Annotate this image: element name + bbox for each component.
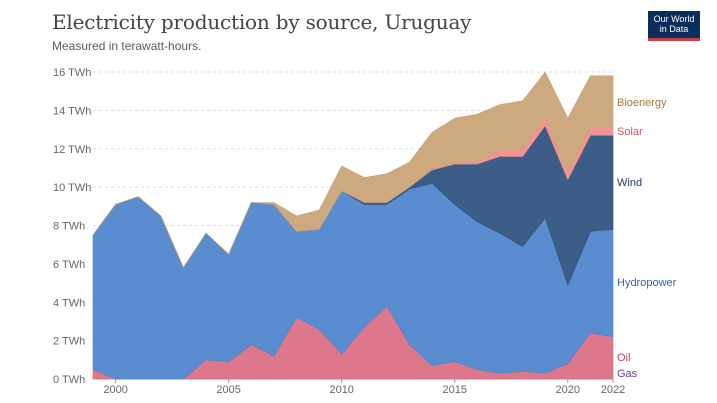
y-tick-label: 6 TWh: [53, 259, 85, 271]
logo-line1: Our World: [653, 14, 695, 24]
x-tick-label: 2005: [216, 384, 240, 396]
y-tick-labels: 0 TWh 2 TWh 4 TWh 6 TWh 8 TWh 10 TWh 12 TWh 14 …: [53, 67, 91, 386]
y-tick-label: 8 TWh: [53, 221, 85, 233]
legend: Gas Oil Hydropower Wind Solar Bioenergy: [617, 97, 677, 380]
series-areas: [92, 71, 614, 380]
x-tick-label: 2020: [556, 384, 580, 396]
x-tick-labels: 2000 2005 2010 2015 2020 2022: [103, 379, 625, 396]
y-tick-label: 12 TWh: [53, 144, 91, 156]
area-bioenergy[interactable]: [92, 71, 614, 269]
y-tick-label: 10 TWh: [53, 182, 91, 194]
x-tick-label: 2015: [442, 384, 466, 396]
legend-bioenergy[interactable]: Bioenergy: [617, 97, 667, 109]
chart-title: Electricity production by source, Urugua…: [52, 10, 472, 34]
legend-gas[interactable]: Gas: [617, 368, 638, 380]
owid-logo[interactable]: Our World in Data: [648, 11, 700, 41]
y-tick-label: 14 TWh: [53, 105, 91, 117]
y-tick-label: 16 TWh: [53, 67, 91, 79]
y-tick-label: 2 TWh: [53, 336, 85, 348]
y-tick-label: 4 TWh: [53, 297, 85, 309]
legend-oil[interactable]: Oil: [617, 352, 630, 364]
x-tick-label: 2010: [329, 384, 353, 396]
logo-line2: in Data: [659, 24, 689, 34]
legend-solar[interactable]: Solar: [617, 126, 643, 138]
chart-subtitle: Measured in terawatt-hours.: [52, 39, 202, 53]
x-tick-label: 2000: [103, 384, 127, 396]
x-tick-label: 2022: [601, 384, 625, 396]
legend-wind[interactable]: Wind: [617, 177, 642, 189]
legend-hydropower[interactable]: Hydropower: [617, 277, 677, 289]
y-tick-label: 0 TWh: [53, 374, 85, 386]
